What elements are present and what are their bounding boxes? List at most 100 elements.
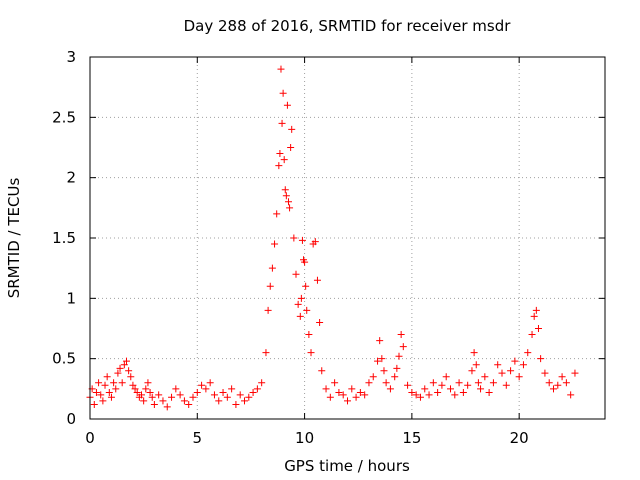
- data-point: [185, 401, 193, 409]
- data-point: [391, 373, 399, 381]
- data-point: [404, 381, 412, 389]
- data-point: [307, 349, 315, 357]
- data-point: [245, 393, 253, 401]
- data-point: [215, 397, 223, 405]
- data-point: [287, 144, 295, 151]
- data-point: [232, 401, 240, 409]
- data-point: [374, 357, 382, 365]
- tick-labels: 0 0.5 1 1.5 2 2.5 3 0 5 10 15 20: [52, 48, 529, 447]
- data-point: [228, 385, 236, 393]
- data-point: [266, 282, 274, 290]
- data-point: [537, 355, 545, 363]
- data-point: [313, 276, 321, 284]
- data-point: [210, 391, 218, 399]
- data-point: [163, 403, 171, 411]
- data-point: [331, 379, 339, 387]
- data-point: [276, 150, 284, 158]
- data-point: [176, 391, 184, 399]
- data-point: [97, 391, 105, 399]
- data-point: [99, 397, 107, 405]
- data-point: [380, 367, 388, 375]
- data-point: [530, 312, 538, 320]
- data-point: [294, 300, 302, 308]
- y-tick-label: 0.5: [52, 350, 76, 368]
- data-point: [198, 381, 206, 389]
- data-point: [279, 89, 287, 97]
- data-point: [567, 391, 575, 399]
- data-point: [281, 186, 289, 194]
- data-point: [277, 65, 285, 73]
- data-point: [451, 391, 459, 399]
- data-point: [92, 388, 100, 396]
- data-point: [122, 357, 130, 365]
- data-point: [376, 337, 384, 345]
- data-point: [429, 379, 437, 387]
- data-point: [502, 381, 510, 389]
- data-point: [112, 385, 120, 393]
- data-point: [382, 379, 390, 387]
- data-point: [515, 373, 523, 381]
- data-point: [507, 367, 515, 375]
- data-point: [150, 401, 158, 409]
- data-point: [140, 397, 148, 405]
- data-point: [133, 388, 141, 396]
- data-point: [202, 385, 210, 393]
- data-point: [459, 388, 467, 396]
- data-point: [316, 318, 324, 326]
- data-point: [303, 306, 311, 314]
- axis-ticks: [89, 56, 605, 420]
- data-point: [455, 379, 463, 387]
- data-point: [90, 401, 98, 409]
- data-point: [172, 385, 180, 393]
- y-axis-label: SRMTID / TECUs: [5, 178, 23, 299]
- x-tick-label: 0: [85, 429, 95, 447]
- x-tick-label: 10: [295, 429, 314, 447]
- data-point: [105, 388, 113, 396]
- data-point: [470, 349, 478, 357]
- data-point: [219, 388, 227, 396]
- data-point: [278, 119, 286, 127]
- data-point: [282, 192, 290, 200]
- data-point: [335, 388, 343, 396]
- data-point: [494, 361, 502, 369]
- data-point: [528, 331, 536, 339]
- data-point: [571, 369, 579, 377]
- data-point: [131, 385, 139, 393]
- data-point: [301, 258, 309, 266]
- data-point: [534, 325, 542, 332]
- data-point: [481, 373, 489, 381]
- data-point: [305, 331, 313, 339]
- data-point: [541, 369, 549, 377]
- data-point: [288, 125, 296, 133]
- data-point: [511, 357, 519, 365]
- data-point: [468, 367, 476, 375]
- data-point: [361, 391, 369, 399]
- data-point: [378, 355, 386, 363]
- x-axis-label: GPS time / hours: [284, 457, 410, 475]
- data-point: [264, 306, 272, 314]
- data-point: [292, 270, 300, 278]
- data-point: [562, 379, 570, 387]
- data-point: [369, 373, 377, 381]
- y-tick-label: 2: [66, 169, 76, 187]
- data-point: [206, 379, 214, 387]
- data-point: [253, 385, 261, 393]
- data-point: [144, 379, 152, 387]
- data-point: [344, 397, 351, 405]
- data-point: [125, 367, 133, 375]
- data-point: [524, 349, 532, 357]
- data-point: [472, 361, 480, 369]
- data-point: [326, 393, 334, 401]
- data-point: [258, 379, 266, 387]
- data-point: [395, 352, 403, 360]
- data-point: [397, 331, 405, 339]
- data-point: [103, 373, 111, 381]
- data-point: [249, 388, 257, 396]
- y-tick-label: 2.5: [52, 108, 76, 126]
- x-tick-label: 20: [510, 429, 529, 447]
- data-point: [558, 373, 566, 381]
- data-point: [302, 282, 310, 290]
- data-point: [399, 343, 407, 351]
- data-point: [268, 264, 276, 272]
- data-point: [311, 238, 319, 246]
